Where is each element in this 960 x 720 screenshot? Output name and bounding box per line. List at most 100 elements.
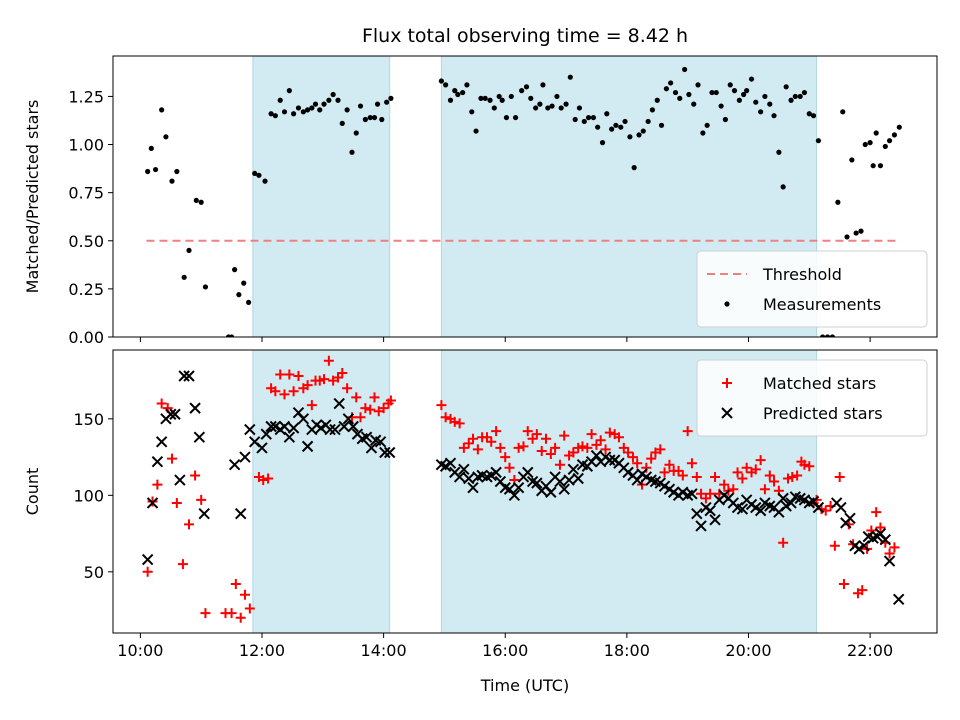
measurement-point-7	[181, 274, 187, 280]
matched-point-5	[166, 453, 177, 464]
matched-point-61	[491, 426, 502, 437]
measurement-point-58	[478, 95, 484, 101]
matched-point-66	[513, 442, 524, 453]
predicted-point-36	[338, 420, 350, 433]
matched-point-72	[540, 433, 551, 444]
predicted-point-15	[239, 451, 251, 463]
matched-point-60	[486, 436, 497, 447]
measurement-point-100	[668, 80, 674, 86]
measurement-point-99	[663, 86, 669, 92]
matched-point-43	[365, 404, 376, 415]
measurement-point-140	[849, 157, 855, 163]
measurement-point-76	[558, 105, 564, 111]
measurement-point-127	[788, 97, 794, 103]
matched-point-75	[554, 459, 565, 470]
predicted-point-117	[754, 504, 767, 517]
x-tick-label: 20:00	[725, 641, 771, 660]
x-tick-label: 18:00	[604, 641, 650, 660]
matched-point-148	[884, 548, 895, 559]
predicted-point-23	[278, 420, 291, 433]
measurement-point-130	[801, 89, 808, 96]
legend-marker-measurements	[724, 301, 730, 307]
predicted-point-6	[169, 408, 181, 420]
measurement-point-122	[767, 101, 773, 107]
predicted-point-75	[563, 474, 575, 486]
measurement-point-110	[713, 89, 719, 96]
matched-point-122	[769, 476, 780, 487]
measurement-point-104	[686, 91, 692, 98]
measurement-point-13	[228, 334, 235, 337]
measurement-point-6	[174, 168, 180, 175]
measurement-point-17	[246, 299, 252, 305]
measurement-point-51	[447, 97, 454, 103]
measurement-point-88	[613, 122, 619, 128]
measurement-point-54	[460, 89, 466, 96]
predicted-point-104	[695, 520, 707, 532]
measurement-point-62	[496, 93, 502, 100]
predicted-point-19	[260, 428, 272, 440]
measurement-point-149	[886, 138, 893, 144]
predicted-point-64	[512, 481, 525, 494]
measurement-point-52	[452, 88, 458, 94]
predicted-point-137	[858, 540, 870, 552]
matched-point-120	[759, 484, 770, 495]
measurement-point-30	[309, 105, 315, 111]
predicted-point-42	[365, 442, 378, 454]
matched-point-130	[804, 461, 815, 472]
predicted-point-53	[463, 472, 475, 485]
matched-point-19	[258, 475, 269, 486]
matched-point-127	[792, 470, 803, 481]
measurement-point-8	[186, 247, 192, 253]
measurement-point-18	[252, 170, 258, 177]
matched-point-126	[787, 471, 798, 482]
measurement-point-57	[473, 128, 479, 134]
measurement-point-67	[519, 88, 525, 94]
measurement-point-15	[236, 292, 242, 298]
measurement-point-85	[599, 140, 606, 146]
measurement-point-80	[576, 105, 583, 111]
ratio-panel: 0.00 0.25 0.50 0.75 1.00 1.25 Matched/Predicte…	[23, 55, 938, 347]
measurement-point-111	[718, 103, 724, 109]
x-tick-label: 22:00	[847, 641, 893, 660]
measurement-point-103	[682, 66, 688, 73]
measurement-point-44	[371, 114, 378, 121]
y-tick-label: 150	[73, 410, 104, 429]
matched-point-8	[184, 519, 195, 530]
matched-point-114	[732, 467, 743, 478]
measurement-point-108	[704, 122, 710, 128]
matched-point-102	[677, 470, 688, 481]
matched-point-46	[378, 403, 389, 414]
matched-point-48	[385, 395, 396, 406]
matched-point-40	[351, 392, 362, 403]
predicted-point-8	[178, 370, 190, 382]
matched-point-37	[337, 367, 348, 378]
count-panel: 10:00 12:00 14:00 16:00 18:00 20:00 22:00 50 100…	[23, 349, 938, 660]
predicted-point-144	[892, 593, 905, 606]
matched-point-42	[360, 403, 371, 414]
predicted-point-44	[374, 436, 387, 448]
measurement-point-98	[658, 122, 665, 128]
matched-point-50	[440, 412, 451, 423]
legend-label: Threshold	[762, 265, 842, 284]
predicted-point-12	[198, 507, 210, 520]
measurement-point-40	[353, 130, 359, 136]
matched-point-124	[778, 537, 789, 548]
matched-point-97	[655, 444, 666, 455]
measurement-point-27	[295, 105, 302, 111]
predicted-point-76	[567, 463, 580, 476]
predicted-point-63	[508, 489, 521, 502]
matched-point-7	[177, 559, 188, 570]
measurement-point-73	[545, 105, 551, 111]
matched-point-13	[226, 608, 237, 619]
measurement-point-63	[499, 97, 505, 103]
measurement-point-68	[523, 84, 530, 90]
measurement-point-28	[300, 109, 306, 115]
measurement-point-47	[384, 99, 390, 105]
matched-point-121	[764, 470, 775, 481]
measurement-point-36	[335, 97, 341, 103]
matched-point-99	[664, 459, 675, 470]
matched-point-38	[342, 383, 353, 394]
measurement-point-24	[281, 109, 288, 115]
measurement-point-29	[304, 107, 311, 113]
predicted-point-9	[183, 370, 195, 382]
